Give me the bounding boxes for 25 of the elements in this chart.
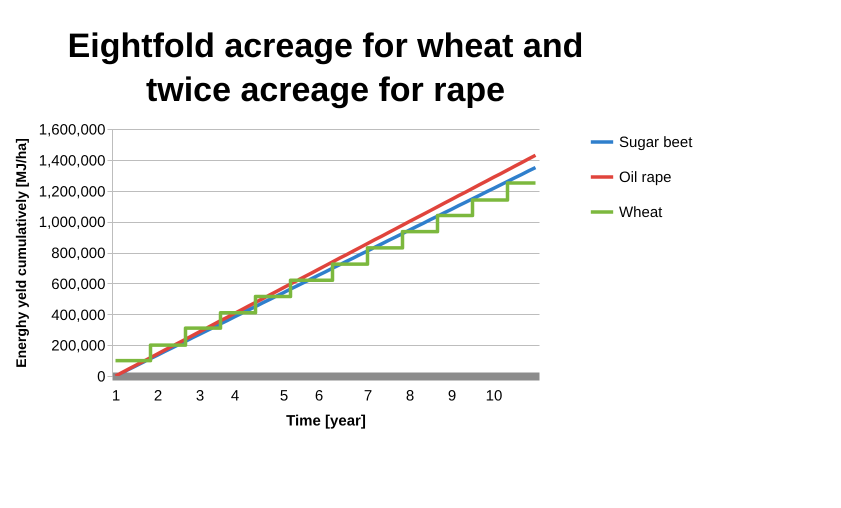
y-tick-label: 1,200,000 [38, 183, 106, 200]
legend-label: Oil rape [619, 169, 672, 186]
y-axis-title: Energhy yeld cumulatively [MJ/ha] [12, 138, 29, 368]
x-tick-label: 4 [230, 388, 240, 404]
y-tick-label: 1,000,000 [38, 214, 106, 232]
x-tick-label: 8 [406, 388, 414, 404]
x-tick-label: 9 [448, 388, 456, 404]
x-tick-label: 7 [364, 388, 372, 404]
y-tick-label: 1,600,000 [38, 122, 106, 138]
chart-title: Eightfold acreage for wheat and twice acreage for rape [68, 27, 584, 109]
x-tick-label: 6 [314, 388, 324, 404]
x-tick-label: 3 [196, 388, 204, 404]
legend-label: Wheat [619, 204, 664, 221]
x-tick-label: 1 [112, 388, 120, 404]
x-tick-label: 2 [154, 388, 162, 404]
x-tick-label: 5 [280, 388, 288, 404]
legend-label: Sugar beet [619, 134, 694, 151]
x-tick-label: 10 [486, 388, 502, 404]
y-tick-label: 600,000 [51, 276, 106, 293]
x-axis-title: Time [year] [286, 412, 366, 430]
y-tick-label: 200,000 [51, 338, 106, 355]
y-tick-label: 400,000 [51, 306, 106, 324]
y-tick-label: 1,400,000 [38, 152, 106, 170]
y-tick-label: 800,000 [51, 245, 106, 262]
y-tick-label: 0 [97, 368, 106, 386]
